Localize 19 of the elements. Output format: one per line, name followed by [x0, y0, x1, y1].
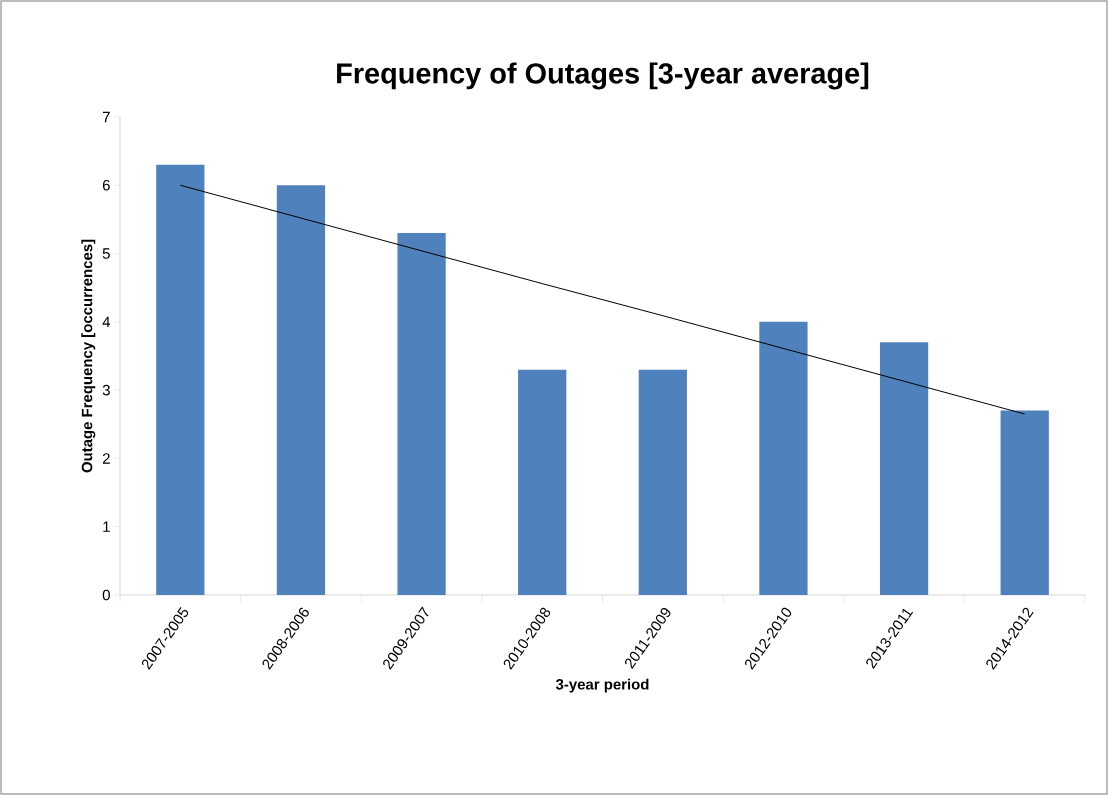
y-tick-label: 7 — [102, 111, 110, 123]
chart-title: Frequency of Outages [3-year average] — [337, 62, 869, 90]
y-tick-label: 5 — [102, 248, 110, 259]
bar — [518, 369, 567, 595]
y-tick-label: 1 — [103, 521, 110, 532]
bar — [397, 233, 446, 595]
y-tick-label: 4 — [102, 316, 111, 327]
bar — [156, 164, 205, 595]
bar — [276, 185, 326, 595]
y-tick-label: 6 — [102, 179, 110, 191]
bar — [1000, 410, 1049, 595]
y-tick-label: 2 — [102, 453, 110, 464]
y-axis-title: Outage Frequency [occurrences] — [81, 239, 96, 473]
bar — [759, 321, 808, 595]
x-axis-title: 3-year period — [555, 678, 649, 693]
bar — [638, 369, 687, 595]
bar — [879, 342, 929, 595]
y-tick-label: 3 — [102, 384, 110, 396]
y-tick-label: 0 — [102, 589, 110, 601]
